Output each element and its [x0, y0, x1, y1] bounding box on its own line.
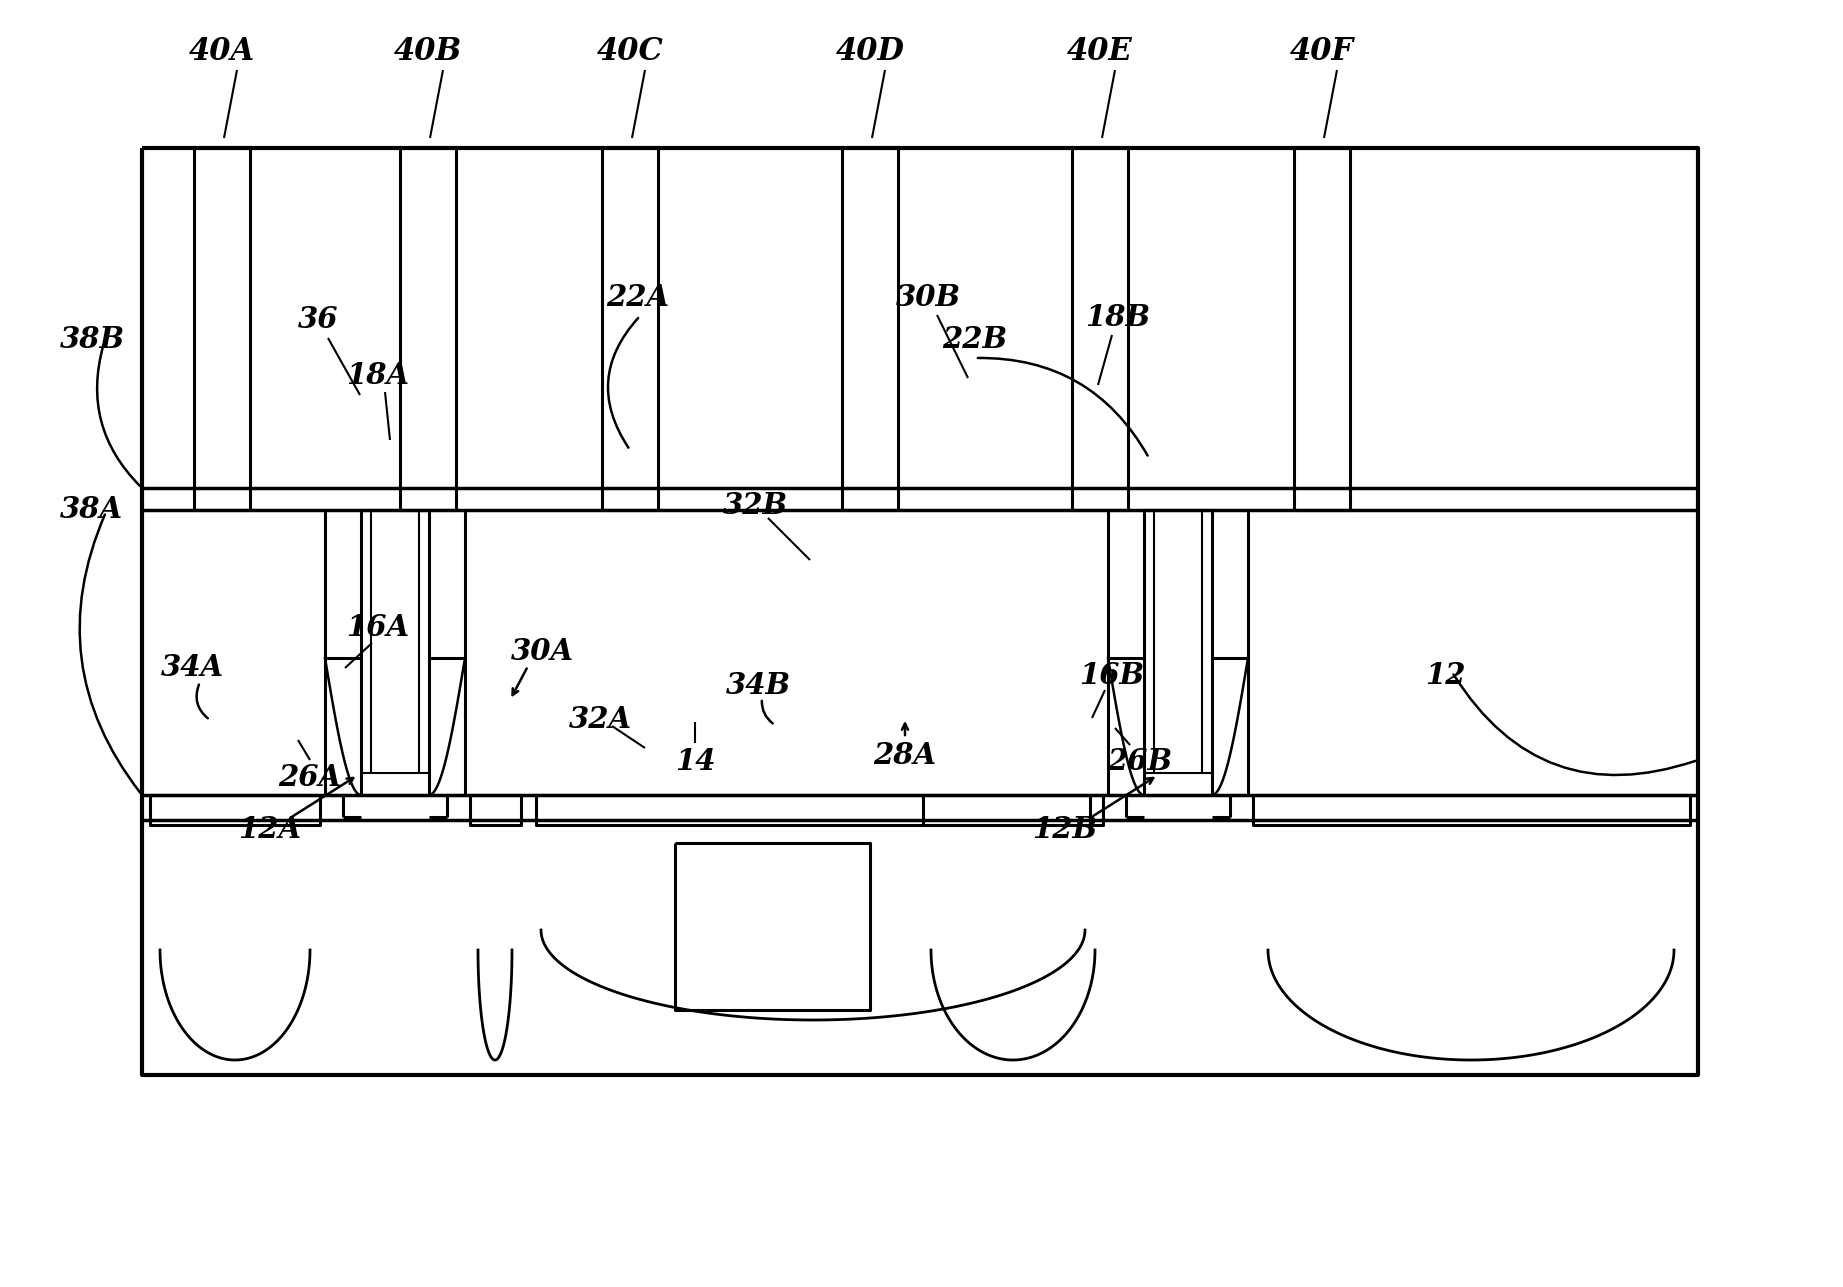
Polygon shape	[536, 795, 1089, 825]
Text: 40D: 40D	[835, 36, 905, 67]
Polygon shape	[400, 148, 455, 510]
Text: 34B: 34B	[726, 671, 791, 700]
Text: 30B: 30B	[896, 283, 960, 313]
Text: 16B: 16B	[1080, 660, 1145, 690]
Text: 32B: 32B	[722, 490, 787, 520]
Polygon shape	[923, 795, 1102, 825]
Text: 28A: 28A	[874, 740, 936, 770]
Text: 40B: 40B	[394, 36, 463, 67]
Polygon shape	[361, 510, 429, 795]
Text: 38A: 38A	[61, 495, 123, 525]
Text: 40C: 40C	[597, 36, 663, 67]
Text: 26A: 26A	[278, 763, 341, 793]
Text: 40E: 40E	[1067, 36, 1133, 67]
Text: 40A: 40A	[190, 36, 254, 67]
Text: 12: 12	[1425, 660, 1465, 690]
Text: 16A: 16A	[346, 614, 409, 642]
Polygon shape	[842, 148, 898, 510]
Text: 14: 14	[675, 748, 715, 776]
Text: 26B: 26B	[1108, 748, 1172, 776]
Text: 18B: 18B	[1086, 304, 1150, 332]
Polygon shape	[142, 148, 1697, 1075]
Text: 12B: 12B	[1032, 816, 1098, 844]
Text: 18A: 18A	[346, 360, 409, 390]
Text: 30A: 30A	[511, 637, 573, 667]
Polygon shape	[470, 795, 522, 825]
Polygon shape	[675, 843, 870, 1010]
Polygon shape	[1253, 795, 1690, 825]
Text: 22A: 22A	[606, 283, 669, 313]
Text: 34A: 34A	[160, 654, 223, 682]
Polygon shape	[194, 148, 251, 510]
Polygon shape	[149, 795, 321, 825]
Text: 12A: 12A	[238, 816, 302, 844]
Polygon shape	[1294, 148, 1351, 510]
Text: 22B: 22B	[942, 326, 1008, 354]
Polygon shape	[1145, 510, 1213, 795]
Polygon shape	[1073, 148, 1128, 510]
Text: 38B: 38B	[61, 326, 125, 354]
Text: 40F: 40F	[1290, 36, 1355, 67]
Text: 36: 36	[299, 305, 339, 335]
Polygon shape	[603, 148, 658, 510]
Text: 32A: 32A	[568, 705, 632, 735]
